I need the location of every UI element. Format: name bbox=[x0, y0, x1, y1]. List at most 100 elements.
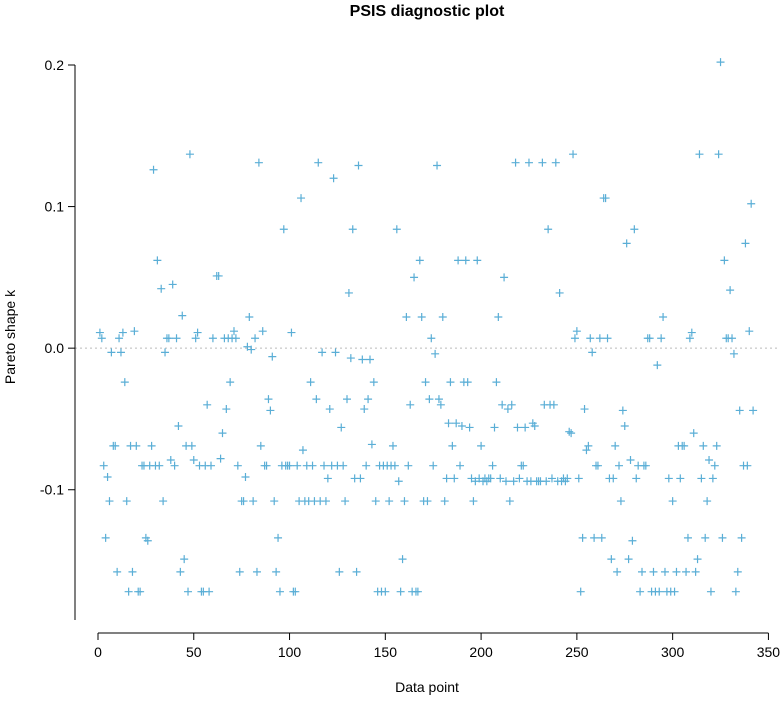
data-point bbox=[501, 477, 510, 486]
data-point bbox=[241, 473, 250, 481]
data-point bbox=[264, 395, 273, 404]
data-point bbox=[496, 474, 505, 483]
data-point bbox=[645, 334, 654, 343]
data-point bbox=[538, 158, 547, 167]
data-point bbox=[364, 395, 373, 404]
data-point bbox=[155, 461, 164, 470]
data-point bbox=[427, 334, 436, 343]
data-point bbox=[251, 334, 260, 343]
data-point bbox=[747, 199, 756, 208]
data-point bbox=[285, 461, 294, 470]
data-point bbox=[157, 284, 166, 293]
data-point bbox=[509, 477, 518, 486]
data-point bbox=[551, 158, 560, 167]
data-point bbox=[500, 273, 509, 282]
data-point bbox=[400, 497, 409, 506]
data-point bbox=[726, 286, 735, 295]
data-point bbox=[574, 474, 583, 483]
data-point bbox=[444, 419, 453, 428]
data-point bbox=[362, 461, 371, 470]
data-point bbox=[530, 422, 539, 431]
data-point bbox=[429, 461, 438, 470]
data-point bbox=[580, 405, 589, 414]
y-tick-label: 0.1 bbox=[45, 199, 65, 215]
data-point bbox=[450, 474, 459, 483]
data-point bbox=[712, 441, 721, 450]
data-point bbox=[542, 477, 551, 486]
data-point bbox=[415, 256, 424, 265]
data-point bbox=[578, 533, 587, 542]
data-point bbox=[404, 461, 413, 470]
data-point bbox=[417, 313, 426, 322]
data-point bbox=[321, 497, 330, 506]
data-point bbox=[570, 334, 579, 343]
data-point bbox=[708, 474, 717, 483]
data-point bbox=[705, 456, 714, 465]
data-point bbox=[229, 327, 238, 336]
data-point bbox=[641, 461, 650, 470]
data-point bbox=[544, 225, 553, 234]
data-point bbox=[116, 348, 125, 357]
y-axis-label: Pareto shape k bbox=[2, 289, 18, 384]
x-tick-label: 50 bbox=[186, 644, 202, 660]
data-point bbox=[498, 400, 507, 409]
data-point bbox=[371, 497, 380, 506]
data-point bbox=[421, 378, 430, 387]
data-point bbox=[358, 355, 367, 364]
data-point bbox=[185, 150, 194, 159]
data-point bbox=[343, 395, 352, 404]
data-point bbox=[262, 461, 271, 470]
data-point bbox=[728, 334, 737, 343]
data-point bbox=[699, 441, 708, 450]
data-point bbox=[297, 194, 306, 203]
data-point bbox=[124, 587, 133, 596]
data-point bbox=[385, 497, 394, 506]
data-point bbox=[492, 378, 501, 387]
data-point bbox=[576, 587, 585, 596]
data-point bbox=[549, 400, 558, 409]
data-point bbox=[622, 239, 631, 248]
data-point bbox=[111, 441, 120, 450]
data-point bbox=[620, 422, 629, 431]
data-point bbox=[272, 567, 281, 576]
data-point bbox=[216, 454, 225, 463]
data-point bbox=[410, 273, 419, 282]
data-point bbox=[274, 533, 283, 542]
data-point bbox=[396, 587, 405, 596]
data-point bbox=[569, 150, 578, 159]
data-point bbox=[365, 355, 374, 364]
data-point bbox=[184, 587, 193, 596]
data-point bbox=[291, 587, 300, 596]
data-point bbox=[287, 328, 296, 337]
data-point bbox=[107, 348, 116, 357]
data-point bbox=[595, 334, 604, 343]
data-point bbox=[664, 474, 673, 483]
data-point bbox=[331, 348, 340, 357]
data-point bbox=[187, 441, 196, 450]
data-point bbox=[398, 555, 407, 564]
data-point bbox=[178, 311, 187, 320]
x-axis-label: Data point bbox=[395, 679, 459, 695]
data-point bbox=[425, 395, 434, 404]
data-point bbox=[632, 474, 641, 483]
data-point bbox=[603, 334, 612, 343]
data-point bbox=[314, 158, 323, 167]
data-point bbox=[323, 474, 332, 483]
data-point bbox=[593, 461, 602, 470]
data-point bbox=[193, 328, 202, 337]
data-point bbox=[465, 423, 474, 432]
data-point bbox=[356, 474, 365, 483]
data-point bbox=[189, 456, 198, 465]
data-point bbox=[369, 378, 378, 387]
data-point bbox=[312, 395, 321, 404]
data-point bbox=[268, 352, 277, 361]
y-tick-label: -0.1 bbox=[40, 482, 64, 498]
data-point bbox=[503, 405, 512, 414]
data-point bbox=[222, 405, 231, 414]
data-point bbox=[423, 497, 432, 506]
data-point bbox=[256, 441, 265, 450]
data-point bbox=[511, 158, 520, 167]
data-point bbox=[325, 405, 334, 414]
data-point bbox=[329, 174, 338, 183]
